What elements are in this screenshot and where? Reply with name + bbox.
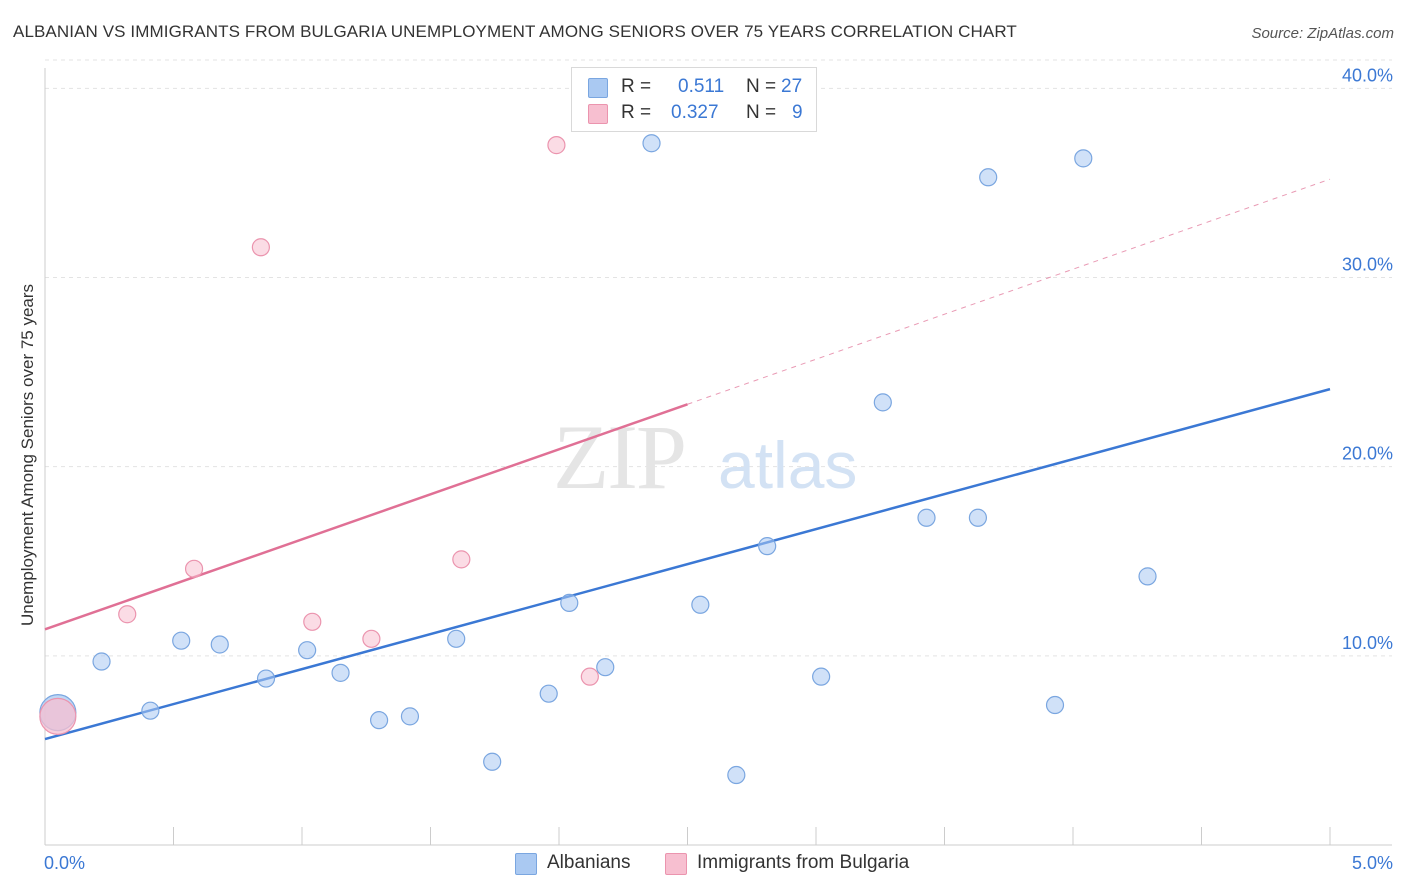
point-albanians [758,537,777,556]
point-albanians [539,684,558,703]
watermark-zip: ZIP [553,406,685,508]
point-albanians [642,134,661,153]
n-label: N = [746,76,777,97]
point-albanians [331,663,350,682]
point-albanians [370,711,389,730]
point-bulgaria [547,136,566,155]
point-bulgaria [362,629,381,648]
point-albanians [727,765,746,785]
point-bulgaria [580,667,599,686]
point-albanians [979,168,998,187]
y-tick-label: 10.0% [1342,633,1393,653]
legend-swatch-albanians [588,78,608,98]
x-ticks [44,827,1331,845]
point-albanians [691,595,710,614]
legend-label-albanians: Albanians [547,852,631,873]
point-albanians [172,631,191,650]
legend-swatch-bulgaria [665,853,687,875]
point-albanians [210,635,229,654]
watermark: ZIP atlas [553,406,857,508]
point-albanians [92,652,111,671]
point-albanians [968,508,988,527]
gridlines [45,59,1392,657]
point-albanians [1045,695,1065,715]
point-albanians [447,629,466,648]
chart-source: Source: ZipAtlas.com [1251,25,1394,42]
n-value-bulgaria: 9 [792,102,803,123]
x-tick-label-min: 0.0% [44,853,85,873]
point-albanians [812,667,831,686]
point-albanians [256,669,276,688]
r-label: R = [621,102,652,123]
point-bulgaria [118,605,137,624]
point-albanians [1138,567,1157,586]
trend-line-dashed [687,178,1331,405]
n-value-albanians: 27 [781,76,803,97]
trend-line [44,387,1331,741]
stats-legend: R = 0.511 N = 27 R = 0.327 N = 9 [571,67,817,132]
point-albanians [873,393,892,412]
y-tick-label: 20.0% [1342,444,1393,464]
point-albanians [400,707,420,726]
legend-swatch-albanians [515,853,537,875]
point-albanians [917,508,936,527]
legend-swatch-bulgaria [588,104,608,124]
point-bulgaria [184,559,204,578]
point-albanians [141,701,160,720]
y-tick-labels: 10.0% 20.0% 30.0% 40.0% [1342,65,1393,652]
r-label: R = [621,76,652,97]
r-value-albanians: 0.511 [678,76,725,97]
point-bulgaria [251,238,270,257]
n-label: N = [746,102,777,123]
watermark-atlas: atlas [718,428,857,502]
point-albanians [483,752,502,771]
point-albanians [298,641,317,660]
trend-line-solid [44,403,688,631]
point-albanians [1074,149,1093,168]
legend-label-bulgaria: Immigrants from Bulgaria [697,852,910,873]
point-albanians [596,658,615,677]
y-tick-label: 30.0% [1342,255,1393,275]
point-bulgaria [452,550,471,569]
x-tick-labels: 0.0% 5.0% [44,853,1393,873]
y-axis-label-text: Unemployment Among Seniors over 75 years [18,283,37,627]
trend-lines [44,178,1331,741]
point-albanians [560,593,579,612]
y-tick-label: 40.0% [1342,65,1393,85]
point-bulgaria [39,697,77,735]
x-tick-label-max: 5.0% [1352,853,1393,873]
point-bulgaria [303,612,322,631]
chart-title: ALBANIAN VS IMMIGRANTS FROM BULGARIA UNE… [13,22,1017,41]
r-value-bulgaria: 0.327 [671,102,719,123]
data-points [39,134,1157,785]
